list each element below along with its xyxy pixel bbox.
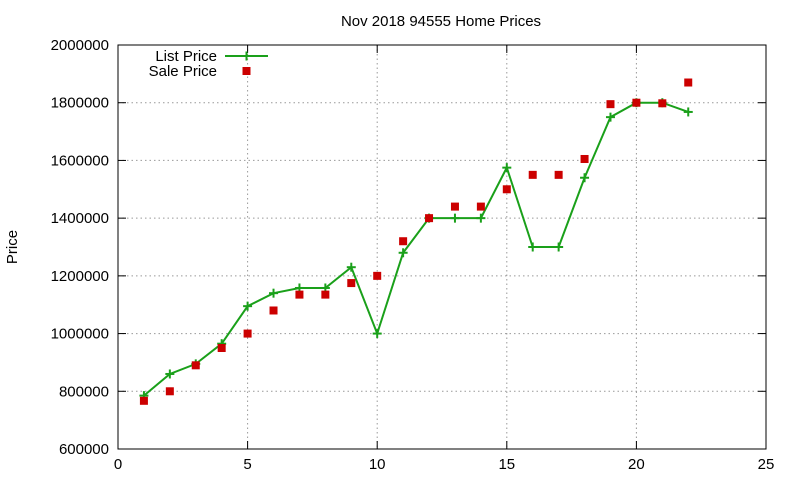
y-tick-label: 2000000 — [51, 37, 109, 54]
sale-price-point — [554, 170, 563, 179]
list-price-point — [450, 213, 460, 223]
plot-frame — [117, 44, 767, 450]
sale-price-point — [399, 237, 408, 246]
sale-price-point — [373, 271, 382, 280]
y-axis-label: Price — [4, 230, 21, 264]
list-price-point — [580, 173, 590, 183]
sale-price-point — [476, 202, 485, 211]
sale-price-point — [580, 154, 589, 163]
sale-price-point — [243, 329, 252, 338]
list-price-point — [346, 262, 356, 272]
legend-label-list-price: List Price — [155, 48, 217, 65]
series-layer — [139, 78, 693, 405]
x-tick-label: 20 — [628, 456, 645, 473]
x-tick-label: 5 — [243, 456, 251, 473]
sale-price-point — [217, 344, 226, 352]
sale-price-point — [450, 202, 459, 211]
sale-price-point — [425, 214, 434, 223]
chart-title: Nov 2018 94555 Home Prices — [341, 13, 541, 30]
sale-price-point — [606, 100, 615, 109]
y-tick-label: 600000 — [59, 441, 109, 458]
plot-border — [117, 44, 767, 450]
y-tick-label: 1400000 — [51, 210, 109, 227]
list-price-point — [528, 242, 538, 252]
list-price-point — [243, 301, 253, 311]
x-tick-label: 15 — [498, 456, 515, 473]
sale-price-point — [658, 99, 667, 108]
sale-price-point — [295, 290, 304, 299]
list-price-line — [143, 101, 689, 397]
list-price-point — [605, 112, 615, 122]
list-price-point — [683, 107, 693, 117]
list-price-point — [165, 369, 175, 379]
sale-price-point — [347, 279, 356, 288]
x-tick-label: 10 — [369, 456, 386, 473]
sale-price-point — [502, 185, 511, 194]
x-tick-label: 25 — [758, 456, 775, 473]
x-tick-label: 0 — [114, 456, 122, 473]
sale-price-point — [632, 98, 641, 107]
sale-price-point — [165, 387, 174, 396]
legend: List Price Sale Price — [149, 48, 268, 80]
sale-price-point — [139, 396, 148, 405]
y-tick-label: 1000000 — [51, 326, 109, 343]
y-tick-label: 1200000 — [51, 268, 109, 285]
sale-price-point — [269, 306, 278, 315]
legend-swatch-sale-price — [242, 67, 251, 75]
list-price-point — [372, 329, 382, 339]
grid — [118, 45, 766, 449]
sale-price-point — [321, 290, 330, 299]
legend-label-sale-price: Sale Price — [149, 63, 217, 80]
sale-price-point — [191, 361, 200, 370]
sale-price-point — [684, 78, 693, 87]
y-tick-label: 1800000 — [51, 95, 109, 112]
list-price-point — [502, 163, 512, 173]
list-price-point — [398, 248, 408, 258]
y-tick-label: 1600000 — [51, 152, 109, 169]
list-price-point — [554, 242, 564, 252]
axis-ticks: 0 5 10 15 20 25 600000 800000 1000000 1200000 1400… — [51, 37, 775, 473]
list-price-point — [269, 288, 279, 298]
sale-price-point — [528, 170, 537, 179]
list-price-point — [476, 213, 486, 223]
y-tick-label: 800000 — [59, 383, 109, 400]
